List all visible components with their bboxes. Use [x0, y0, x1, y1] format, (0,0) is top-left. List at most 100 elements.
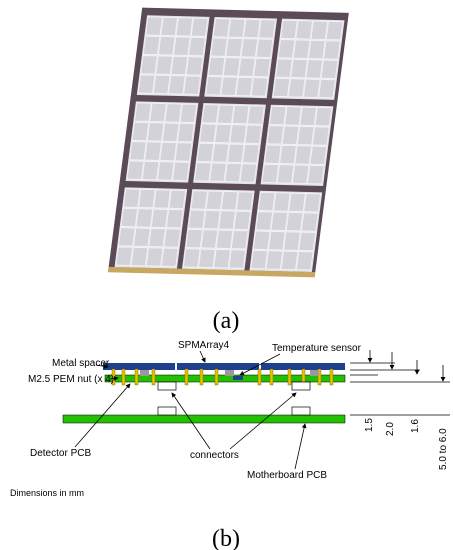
pixel [153, 75, 169, 93]
pixel [184, 76, 200, 94]
pixel [310, 146, 326, 164]
pixel [143, 36, 159, 54]
pixel [281, 251, 297, 269]
pixel [197, 143, 213, 161]
pixel [124, 189, 140, 207]
pixel [186, 229, 202, 247]
pixel [230, 125, 246, 143]
pixel [308, 165, 324, 183]
pixel [236, 192, 252, 210]
pixel [217, 105, 233, 123]
pin [330, 369, 333, 385]
pin [288, 369, 291, 385]
pixel [231, 231, 247, 249]
pixel [280, 145, 296, 163]
pixel [171, 56, 187, 74]
pixel [304, 194, 320, 212]
spacer [140, 370, 149, 376]
pixel [286, 213, 302, 231]
pixel [135, 103, 151, 121]
pixel [243, 144, 259, 162]
pixel [169, 76, 185, 94]
callout: SPMArray4 [178, 340, 230, 351]
pixel [251, 250, 267, 268]
pixel [147, 123, 163, 141]
pixel [277, 165, 293, 183]
pixel [161, 248, 177, 266]
pixel [289, 193, 305, 211]
pixel [142, 161, 158, 179]
pixel [173, 162, 189, 180]
pixel [313, 127, 329, 145]
pixel [189, 37, 205, 55]
pixel [228, 19, 244, 37]
pixel [195, 163, 211, 181]
pixel [199, 249, 215, 267]
pixel [301, 213, 317, 231]
pin [135, 369, 138, 385]
panel-label: (a) [213, 308, 240, 334]
pixel [214, 249, 230, 267]
pixel [175, 143, 191, 161]
pixel [265, 145, 281, 163]
pixel [215, 124, 231, 142]
dimension: 1.5 [364, 418, 375, 432]
sensor-photo [108, 8, 349, 278]
pixel [132, 122, 148, 140]
pixel [315, 107, 331, 125]
pixel [157, 162, 173, 180]
callout: Metal spacer [52, 358, 110, 369]
pixel [216, 230, 232, 248]
pixel [259, 20, 275, 38]
pixel [270, 106, 286, 124]
pixel [178, 123, 194, 141]
pixel [281, 20, 297, 38]
pixel [253, 231, 269, 249]
pixel [319, 79, 335, 97]
pixel [297, 126, 313, 144]
pixel [295, 146, 311, 164]
pixel [285, 107, 301, 125]
pin [215, 369, 218, 385]
pixel [165, 104, 181, 122]
pixel [164, 229, 180, 247]
pixel [225, 163, 241, 181]
pixel [256, 39, 272, 57]
pixel [241, 39, 257, 57]
pixel [210, 163, 226, 181]
pixel [223, 58, 239, 76]
pixel [311, 21, 327, 39]
pixel [134, 228, 150, 246]
pixel [186, 57, 202, 75]
pixel [299, 232, 315, 250]
pixel [130, 142, 146, 160]
pixel [119, 228, 135, 246]
pin [122, 369, 125, 385]
pixel [212, 144, 228, 162]
pixel [240, 164, 256, 182]
figure: (a) SPMArray4 Temperature sensor Metal s… [0, 0, 453, 550]
pixel [176, 18, 192, 36]
pixel [232, 105, 248, 123]
pixel [191, 191, 207, 209]
pixel [324, 41, 340, 59]
pixel [248, 106, 264, 124]
pixel [239, 58, 255, 76]
spacer [310, 370, 319, 376]
pin [152, 369, 155, 385]
pin [185, 369, 188, 385]
pixel [139, 189, 155, 207]
pixel [200, 124, 216, 142]
pixel [138, 75, 154, 93]
pixel [127, 161, 143, 179]
pixel [149, 228, 165, 246]
pixel [300, 107, 316, 125]
pixel [276, 59, 292, 77]
pixel [146, 17, 162, 35]
pixel [121, 208, 137, 226]
pixel [273, 78, 289, 96]
pixel [296, 252, 312, 270]
pixel [291, 59, 307, 77]
pixel [161, 17, 177, 35]
pixel [204, 210, 220, 228]
